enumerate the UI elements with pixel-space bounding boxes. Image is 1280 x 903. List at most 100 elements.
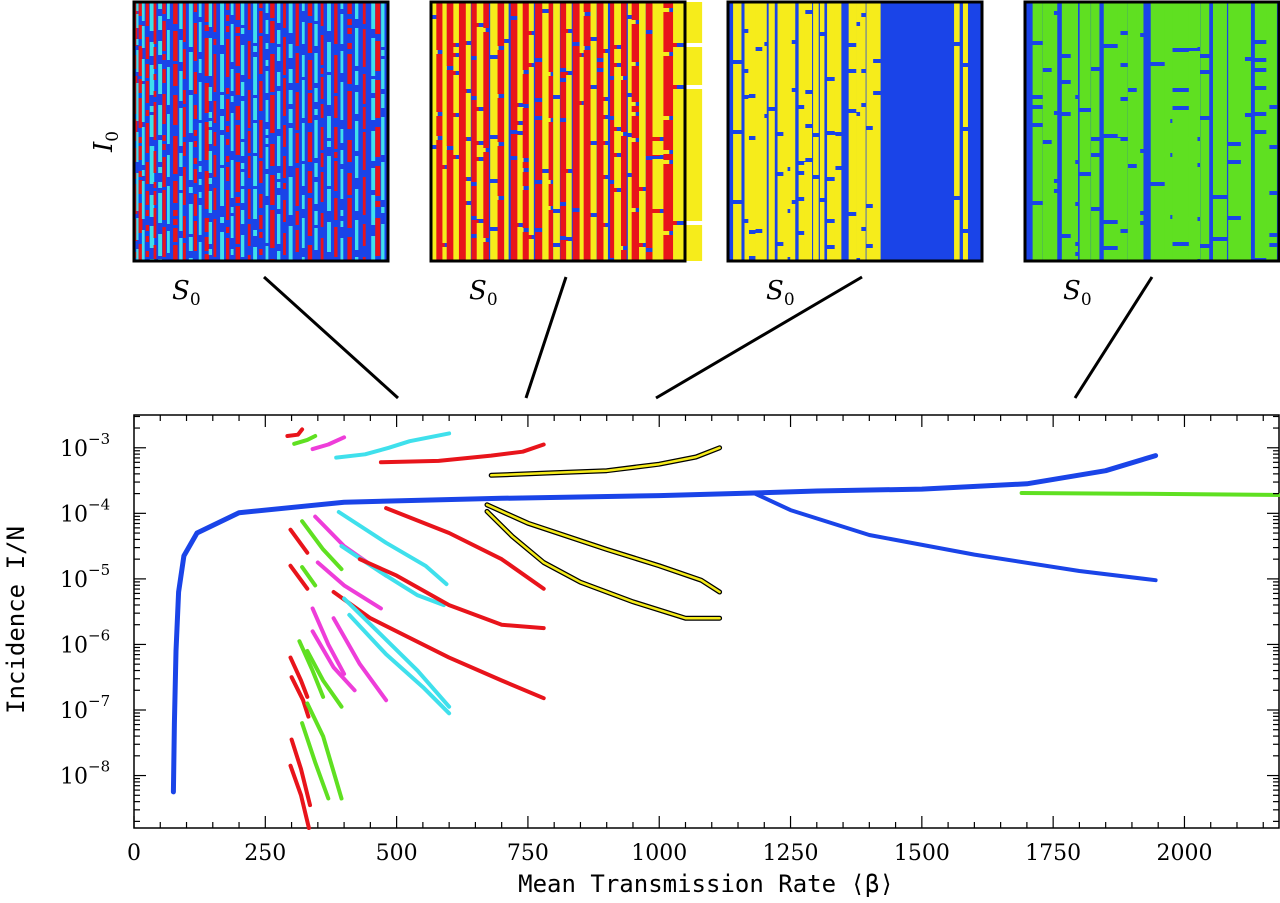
inset-i-subscript: 0	[103, 131, 123, 142]
inset-stripe	[1091, 45, 1100, 67]
inset-stripe	[522, 162, 532, 168]
inset-stripe	[522, 232, 532, 254]
inset-stripe	[320, 213, 324, 227]
inset-stripe	[603, 53, 608, 83]
inset-stripe	[783, 27, 792, 65]
inset-stripe	[354, 189, 359, 211]
inset-stripe	[639, 205, 646, 243]
inset-stripe	[566, 173, 572, 187]
inset-stripe	[522, 136, 532, 158]
inset-stripe	[755, 233, 765, 261]
inset-stripe	[560, 2, 569, 24]
inset-stripe	[225, 227, 230, 233]
inset-stripe	[504, 155, 509, 185]
inset-stripe	[1070, 246, 1078, 252]
inset-stripe	[476, 57, 486, 71]
inset-stripe	[476, 161, 486, 175]
inset-stripe	[465, 187, 471, 201]
inset-stripe	[560, 134, 569, 172]
series-line-27	[305, 649, 344, 709]
inset-stripe	[1091, 211, 1100, 241]
inset-stripe	[1254, 198, 1270, 228]
inset-stripe	[193, 221, 198, 251]
inset-stripe	[225, 156, 230, 162]
inset-stripe	[614, 222, 624, 260]
inset-stripe	[145, 81, 150, 103]
inset-stripe	[504, 11, 509, 33]
inset-stripe	[517, 201, 524, 223]
inset-stripe	[301, 22, 305, 44]
y-tick-base: 10	[60, 699, 88, 724]
inset-stripe	[188, 204, 193, 234]
inset-stripe	[431, 131, 438, 145]
inset-stripe	[446, 232, 456, 254]
inset-4: S0	[1023, 0, 1280, 310]
inset-stripe	[476, 223, 486, 261]
inset-stripe	[259, 81, 263, 111]
inset-stripe	[334, 55, 338, 93]
inset-stripe	[548, 160, 554, 166]
inset-stripe	[1117, 101, 1128, 115]
series-line-1	[751, 491, 1158, 583]
inset-stripe	[860, 17, 866, 31]
inset-stripe	[1200, 40, 1210, 54]
inset-s-subscript: 0	[1081, 290, 1092, 310]
inset-stripe	[954, 174, 960, 196]
inset-stripe	[768, 2, 775, 17]
inset-stripe	[446, 172, 456, 194]
inset-stripe	[288, 69, 293, 83]
inset-stripe	[453, 197, 460, 203]
inset-stripe	[1212, 2, 1227, 17]
inset-stripe	[553, 19, 560, 57]
inset-stripe	[1164, 163, 1173, 201]
inset-stripe	[220, 168, 225, 206]
inset-stripe	[375, 41, 381, 71]
inset-stripe	[235, 162, 241, 192]
inset-stripe	[1212, 77, 1227, 115]
y-tick-base: 10	[60, 633, 88, 658]
inset-stripe	[1061, 84, 1076, 90]
inset-stripe	[204, 2, 210, 22]
inset-stripe	[167, 186, 170, 224]
inset-stripe	[265, 71, 269, 93]
inset-stripe	[1200, 140, 1210, 162]
inset-stripe	[748, 42, 756, 72]
inset-stripe	[596, 242, 606, 261]
inset-stripe	[1070, 99, 1078, 138]
inset-stripe	[198, 192, 202, 198]
inset-stripe	[436, 190, 445, 212]
inset-stripe	[777, 2, 788, 22]
inset-stripe	[522, 254, 532, 261]
inset-stripe	[183, 107, 186, 137]
inset-stripe	[848, 2, 857, 43]
inset-stripe	[371, 131, 376, 161]
inset-stripe	[490, 2, 499, 41]
inset-stripe	[1103, 2, 1121, 44]
inset-stripe	[483, 158, 489, 164]
inset-stripe	[431, 179, 438, 201]
inset-stripe	[340, 210, 344, 216]
inset-stripe	[819, 238, 825, 261]
inset-stripe	[295, 53, 299, 83]
inset-stripe	[153, 182, 157, 188]
inset-stripe	[497, 98, 505, 120]
inset-stripe	[497, 158, 505, 196]
series-line-6	[334, 431, 452, 460]
inset-stripe	[136, 83, 139, 121]
inset-stripe	[553, 247, 560, 261]
inset-stripe	[790, 2, 796, 40]
inset-stripe	[560, 206, 569, 236]
inset-stripe	[265, 100, 269, 122]
inset-stripe	[777, 118, 788, 132]
inset-stripe	[744, 99, 749, 121]
inset-stripe	[327, 42, 331, 72]
inset-stripe	[149, 2, 155, 31]
series-line-20	[485, 503, 721, 594]
inset-stripe	[145, 162, 150, 184]
inset-stripe	[354, 220, 359, 250]
inset-stripe	[1254, 72, 1270, 86]
inset-stripe	[566, 33, 572, 71]
inset-stripe	[471, 238, 479, 252]
inset-stripe	[542, 131, 551, 169]
inset-stripe	[1240, 169, 1251, 199]
